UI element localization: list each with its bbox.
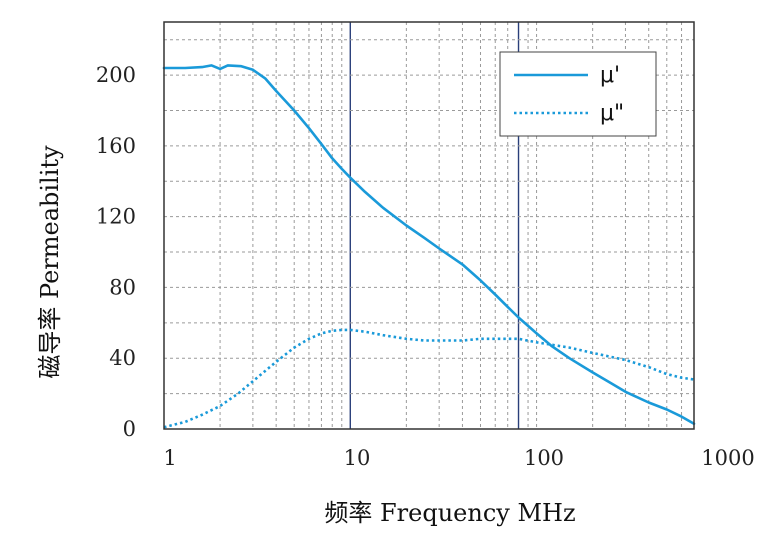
legend: μ' μ" — [499, 51, 657, 137]
legend-label-mu-prime: μ' — [600, 63, 620, 88]
x-tick-label: 10 — [344, 446, 371, 470]
x-tick-labels: 1 10 100 1000 — [163, 446, 754, 470]
x-tick-label: 1 — [163, 446, 176, 470]
y-tick-label: 40 — [109, 346, 136, 370]
legend-label-mu-double-prime: μ" — [600, 101, 624, 126]
y-tick-label: 120 — [96, 205, 136, 229]
x-tick-label: 1000 — [701, 446, 754, 470]
y-tick-label: 160 — [96, 134, 136, 158]
y-tick-label: 0 — [123, 417, 136, 441]
y-tick-label: 200 — [96, 63, 136, 87]
series-line-mu-prime — [162, 64, 696, 425]
x-tick-label: 100 — [524, 446, 564, 470]
legend-box — [499, 51, 657, 137]
x-axis-label: 频率 Frequency MHz — [324, 499, 575, 527]
y-axis-label: 磁导率 Permeability — [36, 145, 64, 379]
y-tick-labels: 0 40 80 120 160 200 — [96, 63, 136, 441]
y-tick-label: 80 — [109, 275, 136, 299]
data-series — [162, 64, 696, 429]
plot-frame — [163, 21, 695, 430]
series-line-mu-double-prime — [163, 328, 695, 429]
